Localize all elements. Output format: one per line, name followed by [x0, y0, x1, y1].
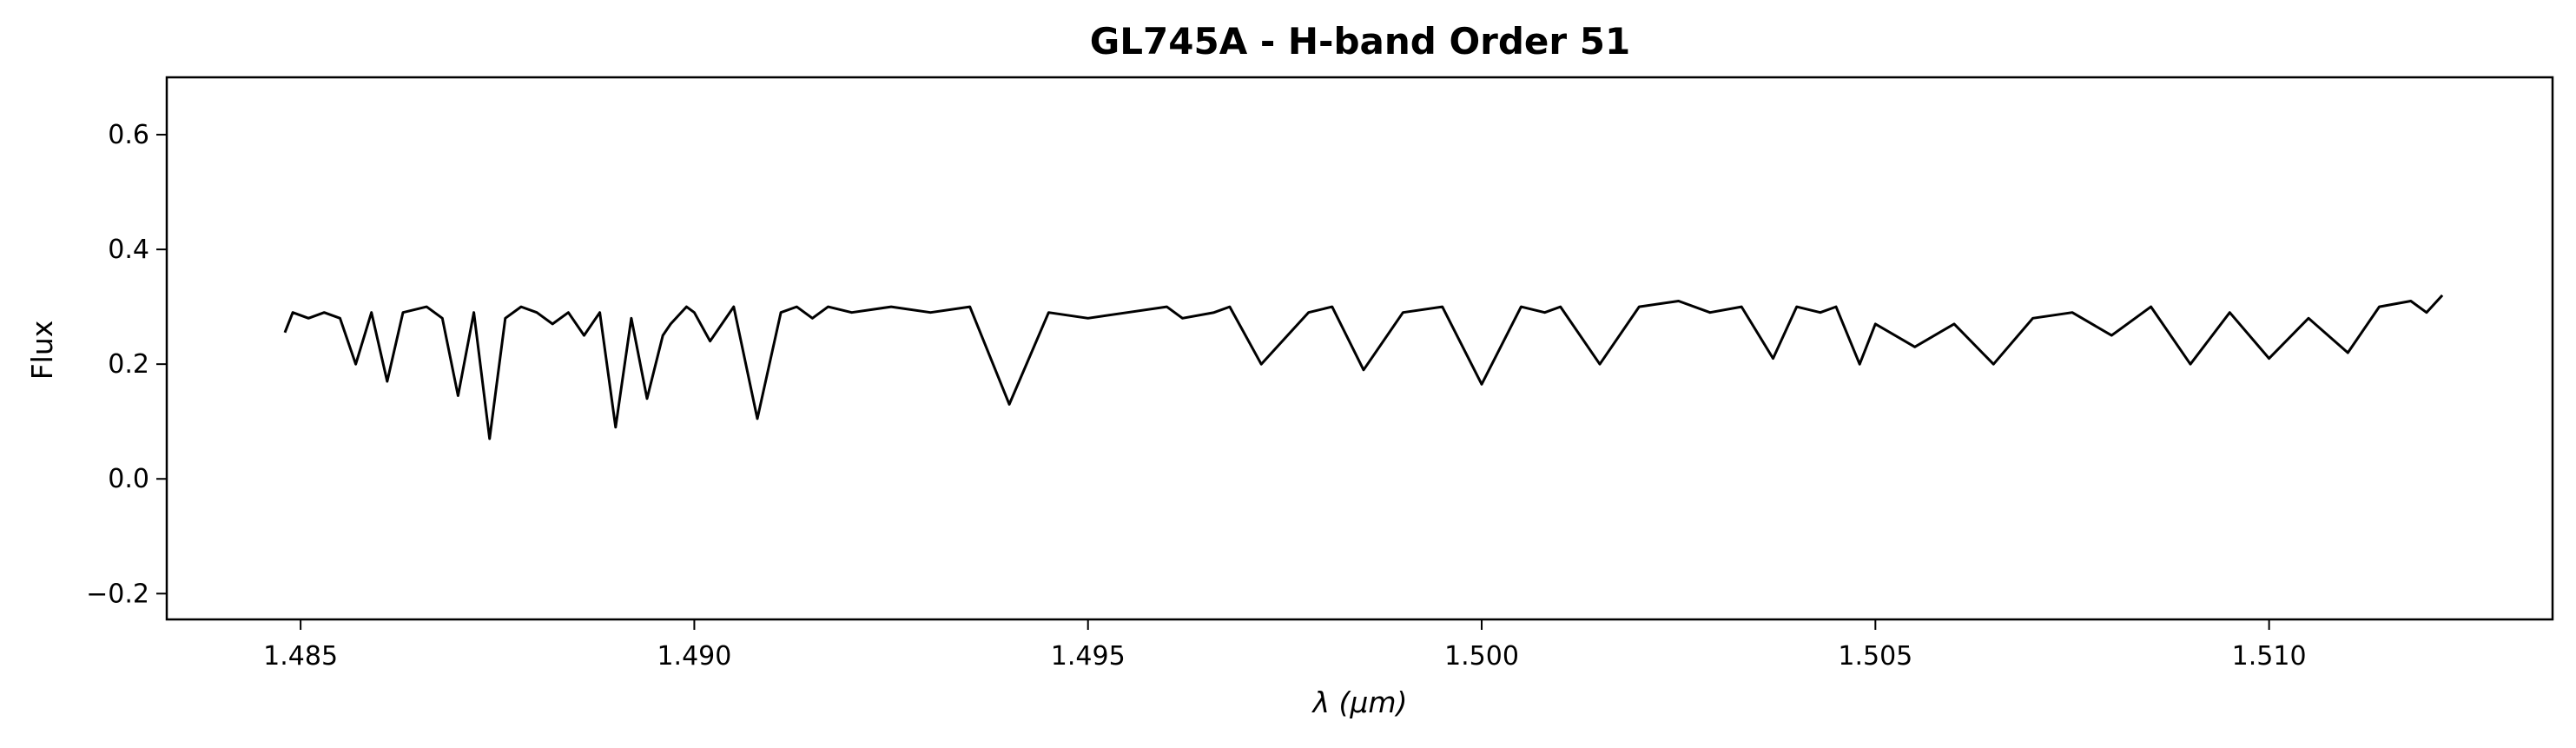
y-tick-label: 0.6	[108, 120, 149, 150]
x-tick-label: 1.490	[657, 641, 731, 672]
y-tick-label: 0.0	[108, 464, 149, 494]
x-axis-ticks: 1.485 1.490 1.495 1.500 1.505 1.510	[263, 619, 2307, 672]
y-tick-label: −0.2	[86, 579, 149, 609]
series-line	[283, 294, 2444, 440]
y-tick-label: 0.2	[108, 349, 149, 380]
y-axis-label: Flux	[25, 321, 59, 381]
chart-title: GL745A - H-band Order 51	[1090, 20, 1630, 63]
x-tick-label: 1.485	[263, 641, 338, 672]
x-tick-label: 1.505	[1838, 641, 1912, 672]
x-axis-label: λ (μm)	[1311, 685, 1408, 719]
y-tick-label: 0.4	[108, 235, 149, 265]
x-tick-label: 1.500	[1444, 641, 1519, 672]
plot-frame	[165, 76, 2554, 621]
x-tick-label: 1.495	[1051, 641, 1126, 672]
y-axis-ticks: −0.2 0.0 0.2 0.4 0.6	[86, 120, 167, 609]
x-tick-label: 1.510	[2232, 641, 2307, 672]
